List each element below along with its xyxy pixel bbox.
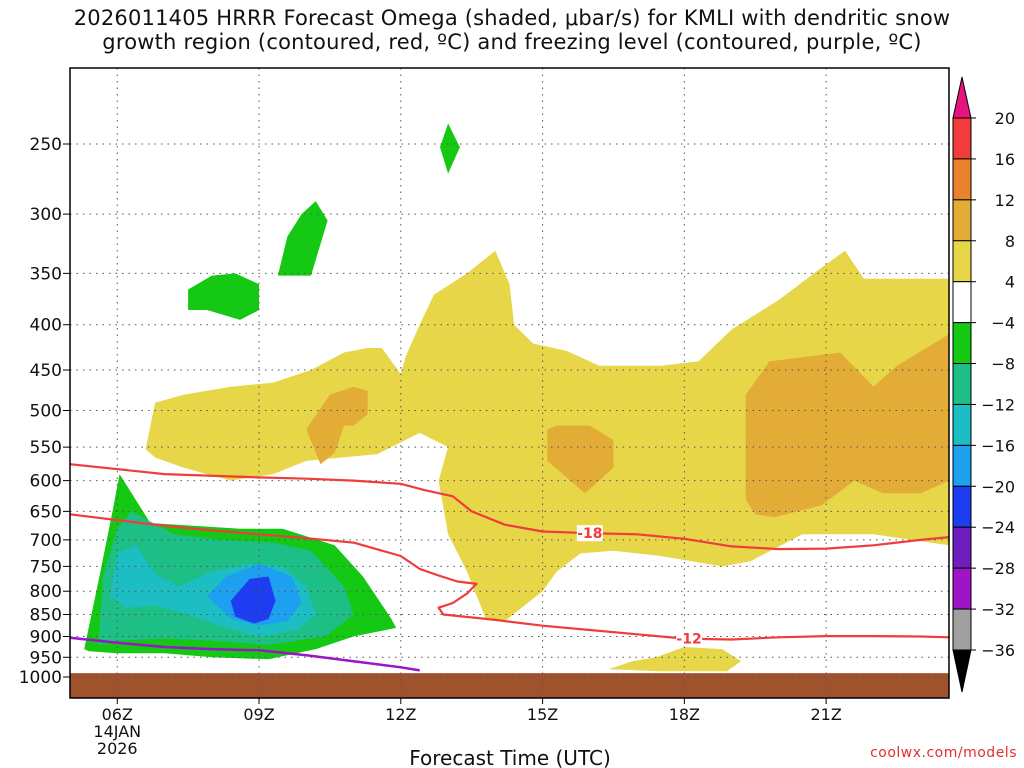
colorbar-label-3: 8 [1005,232,1015,251]
colorbar-swatch-7 [952,403,972,446]
colorbar-swatch-12 [952,608,972,651]
ground-fill [70,673,949,698]
xtick-label-18Z: 18Z [669,705,700,724]
omega-region-12 [608,647,742,672]
ytick-label-800: 800 [30,582,62,602]
watermark: coolwx.com/models [870,745,1017,761]
omega-region-11 [745,334,949,518]
colorbar-label-0: 20 [995,109,1015,128]
colorbar-swatch-3 [952,240,972,283]
ytick-label-250: 250 [30,135,62,155]
ytick-label-450: 450 [30,361,62,381]
colorbar-swatch-1 [952,158,972,201]
colorbar-swatch-10 [952,526,972,569]
gridlines [70,68,949,698]
ytick-label-600: 600 [30,472,62,492]
colorbar-over-arrow [952,76,972,119]
x-axis-label: Forecast Time (UTC) [409,746,611,768]
ytick-label-400: 400 [30,316,62,336]
colorbar-swatch-4 [952,281,972,324]
colorbar-label-11: −28 [981,559,1015,578]
colorbar: 20 16 12 8 4 −4 −8 −12 −16 −20 −24 −28 −32 −36 [952,76,1015,693]
ytick-label-550: 550 [30,438,62,458]
xtick-label-12Z: 12Z [385,705,416,724]
colorbar-label-6: −8 [991,355,1015,374]
chart-title-line1: 2026011405 HRRR Forecast Omega (shaded, … [73,6,951,30]
colorbar-label-10: −24 [981,518,1015,537]
colorbar-label-4: 4 [1005,273,1015,292]
ytick-label-750: 750 [30,557,62,577]
date-label-0: 14JAN [93,722,141,741]
chart-title: 2026011405 HRRR Forecast Omega (shaded, … [0,6,1024,54]
contours: -18 -12 [69,463,950,672]
ytick-label-500: 500 [30,402,62,422]
contour-label-bg-0 [576,525,603,542]
xtick-label-21Z: 21Z [810,705,841,724]
chart-title-line2: growth region (contoured, red, ºC) and f… [102,30,922,54]
contour-label-bg-2 [676,630,703,647]
colorbar-label-8: −16 [981,436,1015,455]
omega-region-7 [440,123,460,174]
omega-region-9 [306,386,368,465]
ytick-label-850: 850 [30,606,62,626]
omega-region-5 [188,273,259,320]
colorbar-label-9: −20 [981,477,1015,496]
colorbar-swatch-8 [952,444,972,487]
contour-label-0: -18 [577,526,602,542]
colorbar-label-13: −36 [981,641,1015,660]
red-contour-0 [69,463,950,551]
omega-region-6 [277,201,328,276]
xtick-label-15Z: 15Z [527,705,558,724]
ytick-label-300: 300 [30,205,62,225]
colorbar-label-7: −12 [981,395,1015,414]
colorbar-swatch-6 [952,363,972,405]
colorbar-label-2: 12 [995,191,1015,210]
colorbar-swatch-2 [952,199,972,242]
omega-region-4 [230,576,276,624]
colorbar-swatch-5 [952,322,972,365]
plot-frame [69,67,950,699]
colorbar-swatch-0 [952,117,972,160]
ytick-label-1000: 1000 [19,668,62,688]
freezing-level-contour [69,636,420,672]
omega-shading [84,123,950,672]
ytick-label-350: 350 [30,264,62,284]
ytick-label-700: 700 [30,531,62,551]
ytick-label-950: 950 [30,648,62,668]
ytick-label-900: 900 [30,627,62,647]
colorbar-under-arrow [952,649,972,693]
colorbar-label-5: −4 [991,314,1015,333]
date-label-1: 2026 [97,739,138,758]
red-contour-1 [69,513,950,641]
colorbar-label-1: 16 [995,150,1015,169]
ytick-label-650: 650 [30,502,62,522]
colorbar-swatch-11 [952,567,972,610]
colorbar-swatch-9 [952,485,972,528]
xtick-label-06Z: 06Z [102,705,133,724]
ground [70,673,949,698]
colorbar-label-12: −32 [981,600,1015,619]
omega-region-10 [547,425,614,494]
contour-label-2: -12 [676,632,701,648]
xtick-label-09Z: 09Z [243,705,274,724]
